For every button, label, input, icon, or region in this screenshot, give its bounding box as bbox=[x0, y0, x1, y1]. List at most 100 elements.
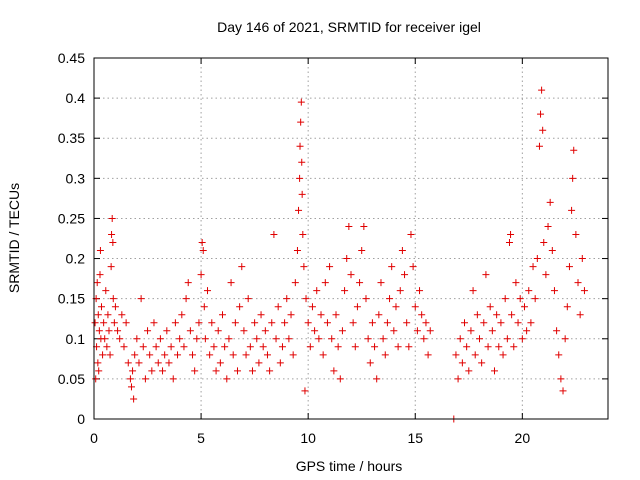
data-point bbox=[240, 327, 248, 335]
data-point bbox=[301, 387, 309, 395]
y-tick-label: 0.15 bbox=[58, 291, 85, 307]
data-point bbox=[148, 367, 156, 375]
y-tick-label: 0.1 bbox=[66, 331, 86, 347]
data-point bbox=[133, 335, 141, 343]
data-point bbox=[313, 287, 321, 295]
data-point bbox=[364, 335, 372, 343]
data-point bbox=[538, 86, 546, 94]
data-point bbox=[317, 311, 325, 319]
data-point bbox=[371, 343, 379, 351]
data-point bbox=[469, 287, 477, 295]
data-point bbox=[362, 295, 370, 303]
data-point bbox=[186, 327, 194, 335]
data-point bbox=[276, 359, 284, 367]
data-point bbox=[349, 319, 357, 327]
data-point bbox=[93, 279, 101, 287]
data-point bbox=[201, 335, 209, 343]
data-point bbox=[295, 206, 303, 214]
data-point bbox=[96, 247, 104, 255]
data-point bbox=[341, 287, 349, 295]
x-tick-label: 20 bbox=[515, 430, 531, 446]
data-point bbox=[574, 279, 582, 287]
data-point bbox=[293, 247, 301, 255]
data-point bbox=[95, 367, 103, 375]
data-point bbox=[131, 351, 139, 359]
data-point bbox=[542, 271, 550, 279]
axis-ticks bbox=[93, 57, 608, 420]
data-point bbox=[467, 327, 475, 335]
data-point bbox=[208, 319, 216, 327]
data-point bbox=[171, 319, 179, 327]
grid-lines bbox=[94, 58, 608, 419]
data-point bbox=[580, 287, 588, 295]
data-point bbox=[398, 247, 406, 255]
data-point bbox=[283, 295, 291, 303]
x-tick-labels: 0 5 10 15 20 bbox=[90, 430, 530, 446]
data-point bbox=[236, 303, 244, 311]
y-tick-label: 0.05 bbox=[58, 371, 85, 387]
data-point bbox=[229, 351, 237, 359]
data-point bbox=[299, 230, 307, 238]
data-point bbox=[520, 303, 528, 311]
data-point bbox=[458, 359, 466, 367]
data-point bbox=[206, 351, 214, 359]
data-point bbox=[578, 255, 586, 263]
data-point bbox=[154, 359, 162, 367]
data-point bbox=[388, 263, 396, 271]
data-point bbox=[156, 335, 164, 343]
data-point bbox=[505, 239, 513, 247]
data-point bbox=[212, 367, 220, 375]
data-point bbox=[555, 351, 563, 359]
data-point bbox=[278, 343, 286, 351]
data-point bbox=[178, 311, 186, 319]
data-point bbox=[141, 375, 149, 383]
data-point bbox=[129, 367, 137, 375]
data-point bbox=[102, 287, 110, 295]
data-point bbox=[268, 319, 276, 327]
data-point bbox=[540, 239, 548, 247]
data-point bbox=[503, 335, 511, 343]
data-point bbox=[422, 319, 430, 327]
data-point bbox=[343, 255, 351, 263]
data-point bbox=[418, 311, 426, 319]
data-point bbox=[227, 279, 235, 287]
data-point bbox=[109, 239, 117, 247]
data-point bbox=[356, 279, 364, 287]
data-point bbox=[537, 110, 545, 118]
data-point bbox=[315, 335, 323, 343]
data-point bbox=[403, 319, 411, 327]
data-point bbox=[99, 351, 107, 359]
x-tick-label: 15 bbox=[407, 430, 423, 446]
data-point bbox=[92, 375, 100, 383]
data-point bbox=[508, 311, 516, 319]
data-point bbox=[330, 367, 338, 375]
data-point bbox=[135, 359, 143, 367]
data-point bbox=[570, 146, 578, 154]
data-point bbox=[281, 319, 289, 327]
chart-title: Day 146 of 2021, SRMTID for receiver ige… bbox=[217, 19, 481, 35]
y-tick-label: 0.45 bbox=[58, 50, 85, 66]
data-point bbox=[347, 271, 355, 279]
data-point bbox=[306, 343, 314, 351]
data-point bbox=[478, 359, 486, 367]
data-point bbox=[246, 343, 254, 351]
data-point bbox=[553, 327, 561, 335]
data-point bbox=[379, 335, 387, 343]
data-point bbox=[304, 319, 312, 327]
data-point bbox=[465, 367, 473, 375]
data-point bbox=[358, 247, 366, 255]
data-point bbox=[452, 351, 460, 359]
data-point bbox=[107, 263, 115, 271]
data-point bbox=[576, 311, 584, 319]
data-point bbox=[244, 295, 252, 303]
data-point bbox=[298, 158, 306, 166]
data-point bbox=[565, 263, 573, 271]
data-point bbox=[461, 319, 469, 327]
data-point bbox=[184, 279, 192, 287]
data-point bbox=[557, 375, 565, 383]
data-point bbox=[103, 343, 111, 351]
data-point bbox=[161, 351, 169, 359]
data-point bbox=[287, 311, 295, 319]
y-tick-label: 0.35 bbox=[58, 130, 85, 146]
data-point bbox=[253, 335, 261, 343]
